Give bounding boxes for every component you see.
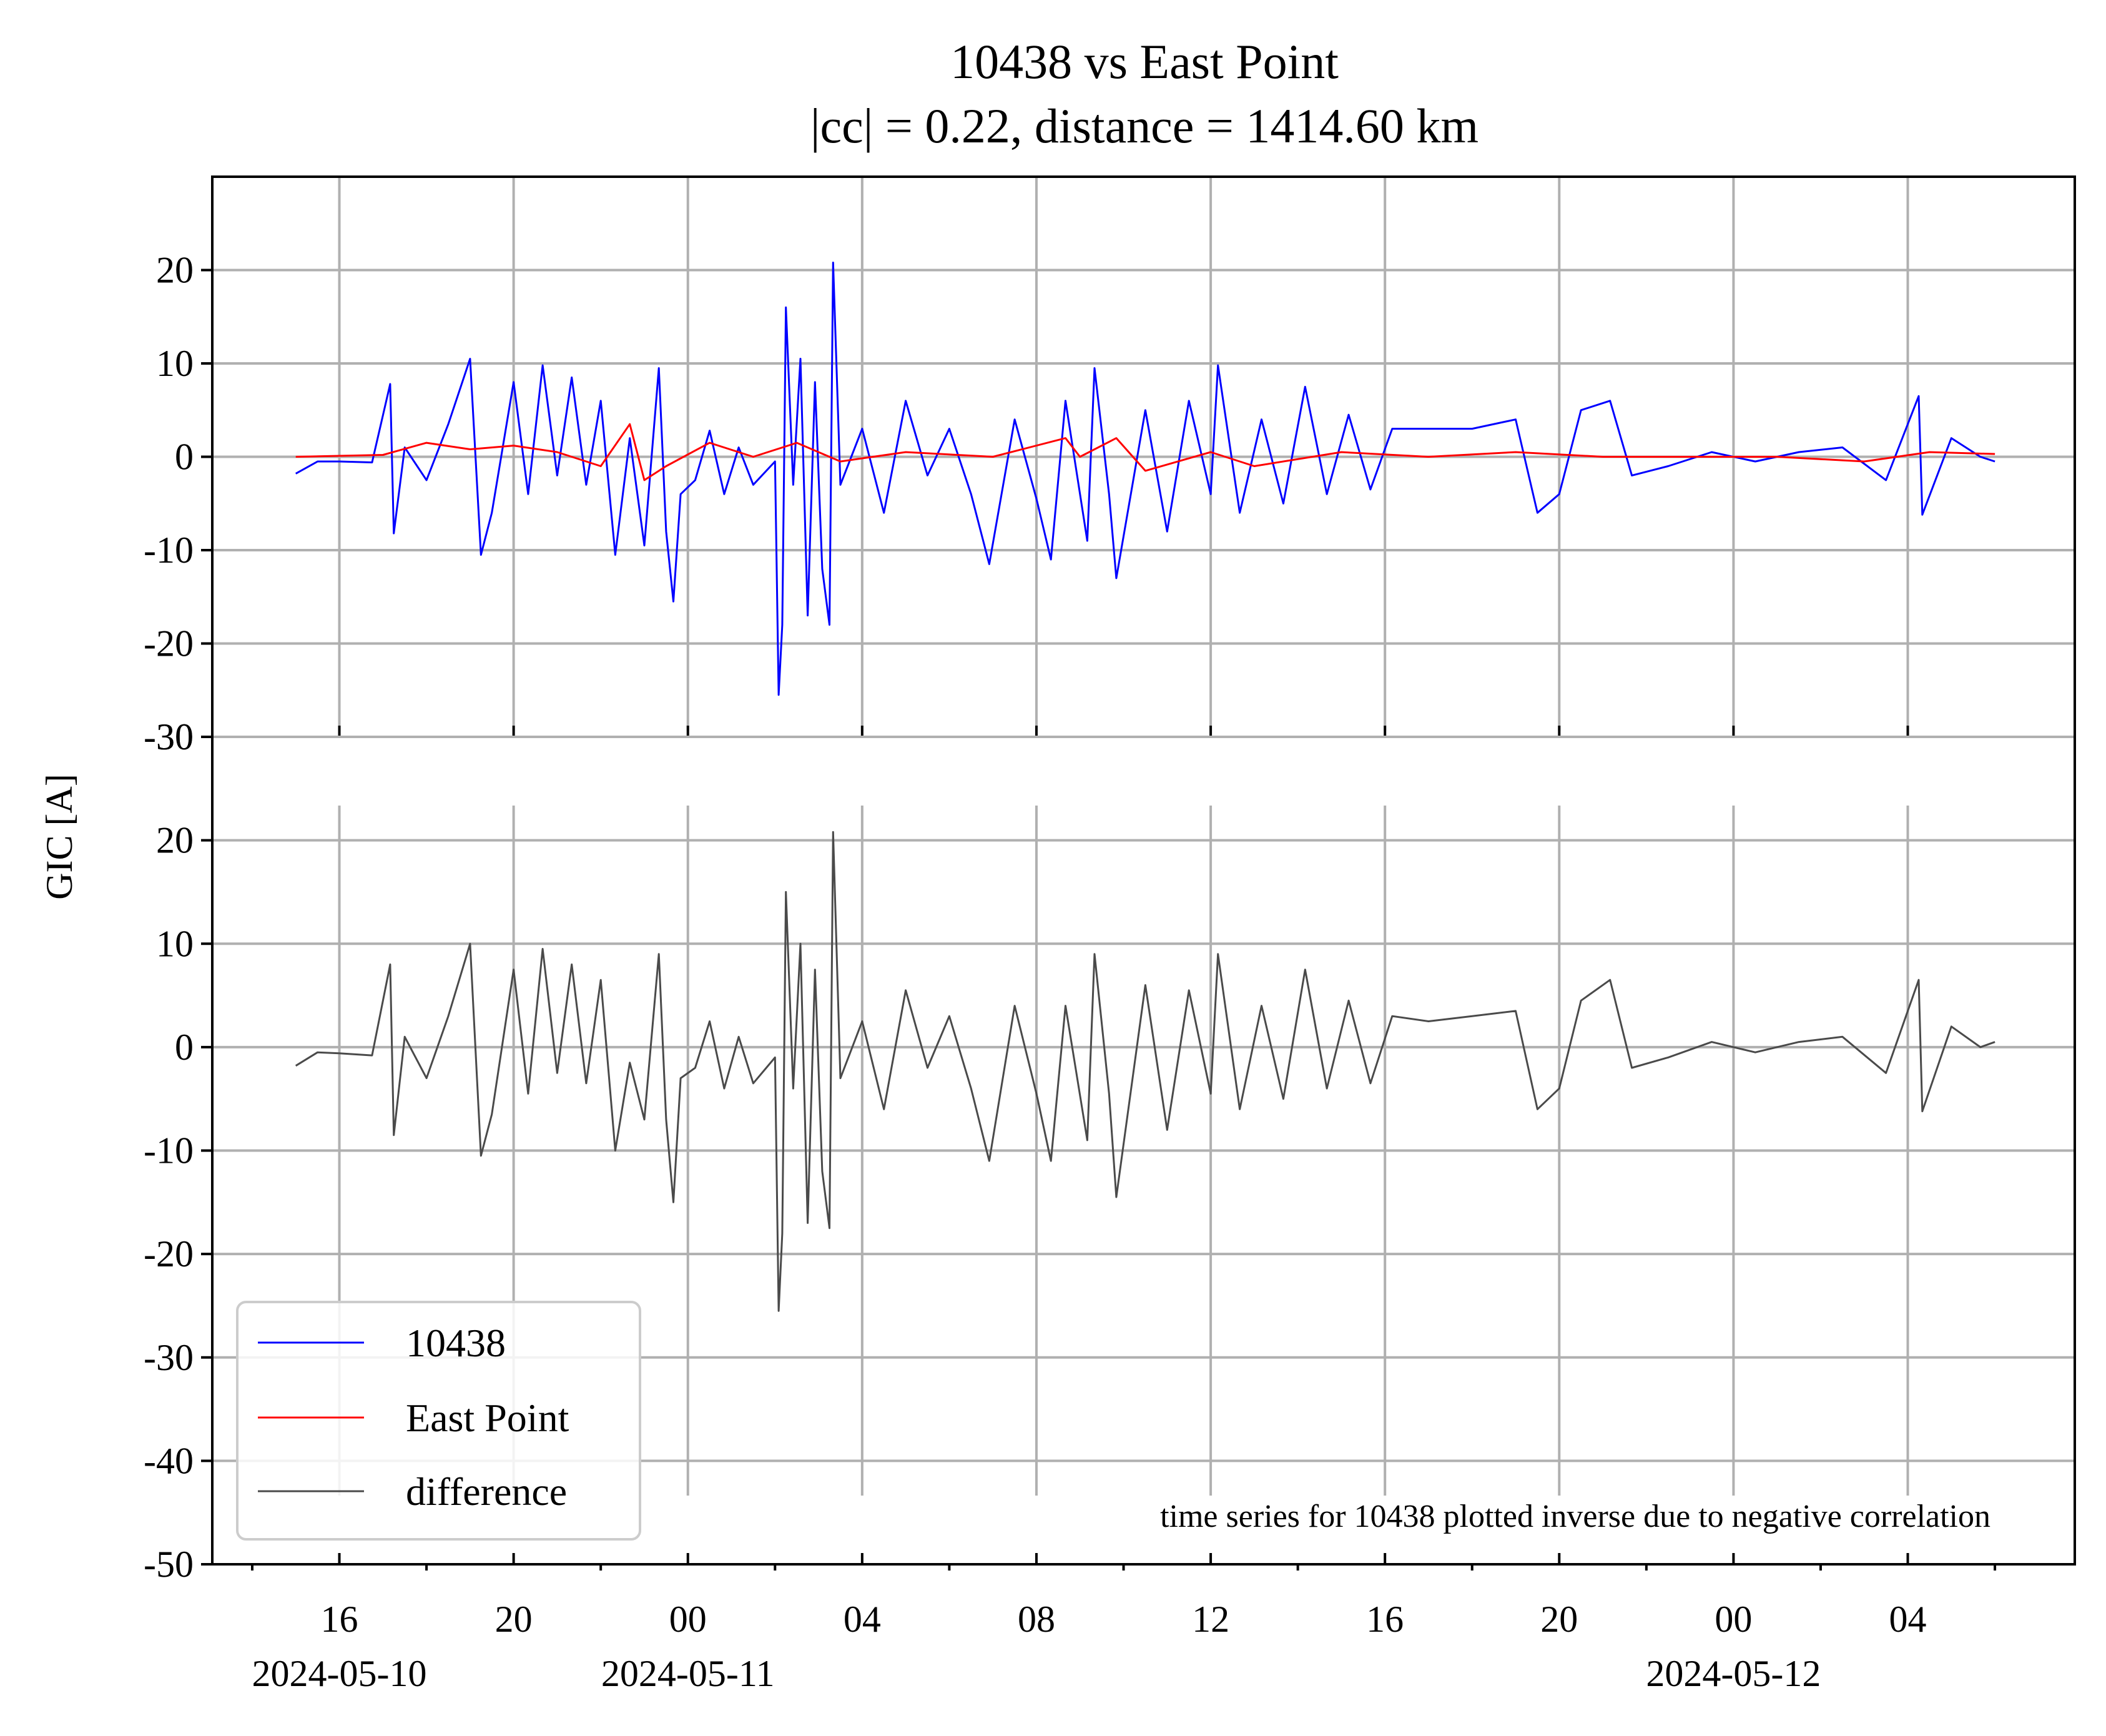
xtick-date-label: 2024-05-12 <box>1646 1653 1821 1694</box>
top-grid <box>212 177 2075 738</box>
xtick-label: 20 <box>1540 1599 1578 1640</box>
xtick-label: 04 <box>844 1599 881 1640</box>
legend-label-10438: 10438 <box>406 1321 506 1365</box>
xtick-label: 08 <box>1018 1599 1055 1640</box>
top-series <box>295 262 1995 696</box>
bottom-ytick-label: 30 <box>156 716 194 757</box>
legend-label-east-point: East Point <box>406 1396 569 1440</box>
annotation-note: time series for 10438 plotted inverse du… <box>1160 1499 1990 1534</box>
bottom-ytick-label: 10 <box>156 923 194 964</box>
axes-frame <box>211 175 2076 1566</box>
legend-label-difference: difference <box>406 1469 567 1514</box>
xtick-label: 20 <box>495 1599 533 1640</box>
bottom-ytick-label: -10 <box>144 1130 194 1171</box>
xtick-label: 16 <box>1366 1599 1404 1640</box>
bottom-ytick-label: 0 <box>175 1027 194 1068</box>
y-axis-label: GIC [A] <box>39 774 80 900</box>
series-line-difference <box>295 831 1995 1312</box>
x-axis-labels: 16 2024-05-10 20 00 2024-05-11 04 08 12 16 20 00 20… <box>250 1564 1997 1694</box>
top-ytick-label: -20 <box>144 623 194 664</box>
xtick-date-label: 2024-05-10 <box>252 1653 427 1694</box>
xtick-date-label: 2024-05-11 <box>601 1653 775 1694</box>
top-ytick-label: -30 <box>144 716 194 757</box>
xtick-label: 00 <box>669 1599 707 1640</box>
bottom-ytick-label: 20 <box>156 820 194 861</box>
top-panel: -30 -20 -10 0 10 20 <box>144 177 2075 757</box>
top-ytick-label: 10 <box>156 343 194 384</box>
legend: 10438 East Point difference <box>236 1301 641 1541</box>
chart-subtitle: |cc| = 0.22, distance = 1414.60 km <box>810 99 1479 153</box>
top-x-ticks <box>338 726 1909 737</box>
bottom-series <box>295 831 1995 1312</box>
bottom-ytick-label: -50 <box>144 1544 194 1585</box>
bottom-ytick-label: -30 <box>144 1337 194 1378</box>
top-ytick-label: 20 <box>156 250 194 291</box>
bottom-panel: -50 -40 -30 -20 -10 0 10 20 30 <box>144 716 2075 1585</box>
chart-title: 10438 vs East Point <box>950 34 1339 89</box>
top-ytick-label: 0 <box>175 436 194 478</box>
xtick-label: 16 <box>321 1599 358 1640</box>
bottom-x-ticks <box>338 1553 1909 1564</box>
xtick-label: 04 <box>1889 1599 1927 1640</box>
bottom-ytick-label: -40 <box>144 1440 194 1481</box>
xtick-label: 00 <box>1715 1599 1752 1640</box>
xtick-label: 12 <box>1192 1599 1229 1640</box>
bottom-y-ticks: -50 -40 -30 -20 -10 0 10 20 30 <box>144 716 212 1585</box>
top-ytick-label: -10 <box>144 530 194 571</box>
series-line-10438 <box>295 262 1995 696</box>
bottom-ytick-label: -20 <box>144 1233 194 1275</box>
series-line-east-point <box>295 423 1995 481</box>
